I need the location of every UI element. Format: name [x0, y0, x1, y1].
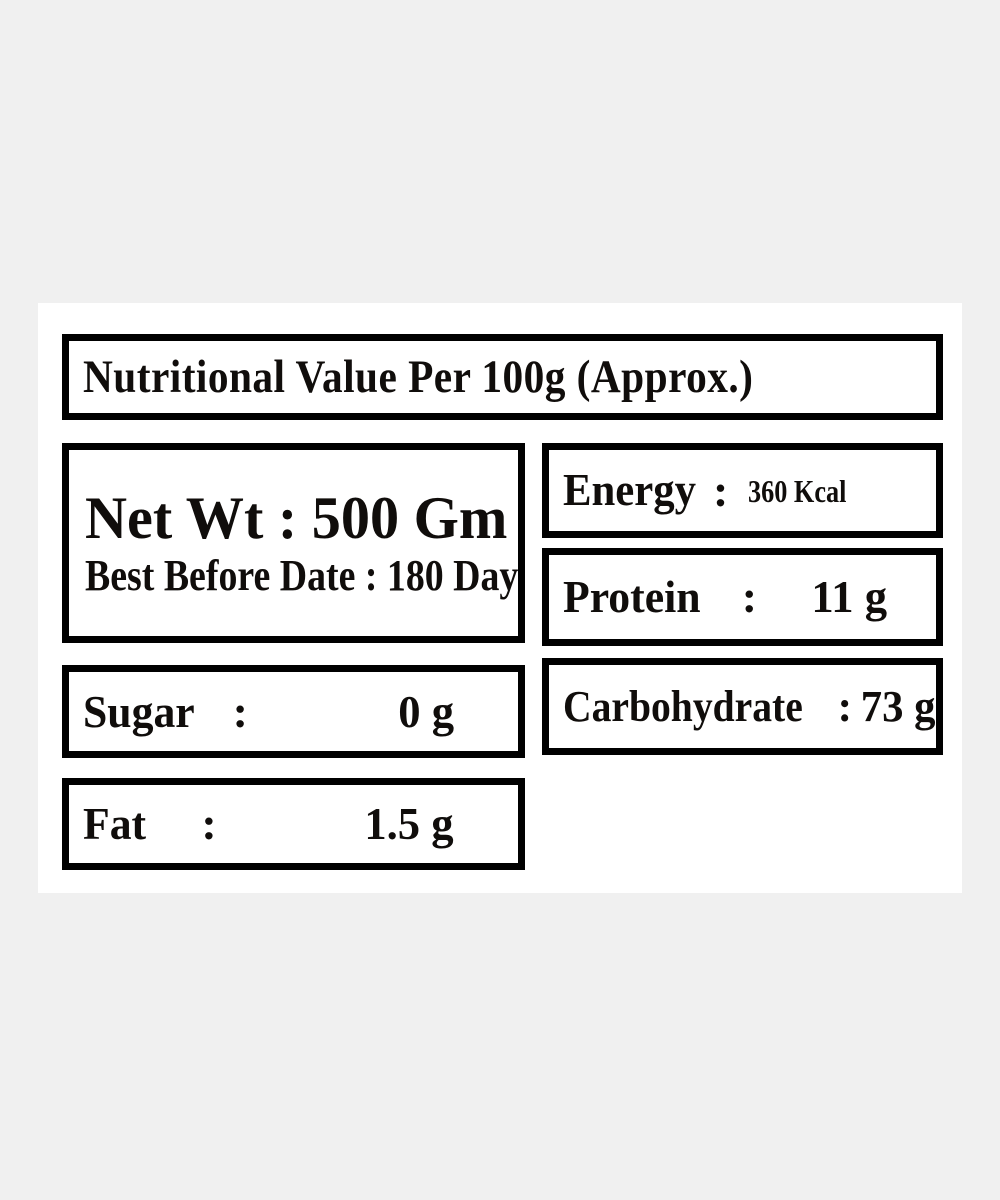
carbohydrate-row-box: Carbohydrate : 73 g	[542, 658, 943, 755]
fat-value: 1.5 g	[364, 798, 454, 849]
sugar-label: Sugar	[83, 685, 195, 737]
page-title: Nutritional Value Per 100g (Approx.)	[83, 350, 754, 403]
sugar-row-box: Sugar : 0 g	[62, 665, 525, 758]
carbohydrate-label: Carbohydrate	[563, 681, 803, 731]
protein-colon: :	[741, 571, 758, 622]
fat-row-box: Fat : 1.5 g	[62, 778, 525, 870]
fat-label: Fat	[83, 798, 147, 849]
sugar-value: 0 g	[397, 685, 454, 737]
nutrition-header-box: Nutritional Value Per 100g (Approx.)	[62, 334, 943, 420]
protein-row-box: Protein : 11 g	[542, 548, 943, 646]
net-weight-box: Net Wt : 500 Gm Best Before Date : 180 D…	[62, 443, 525, 643]
fat-colon: :	[201, 798, 217, 849]
sugar-colon: :	[232, 685, 248, 737]
energy-value: 360 Kcal	[748, 472, 847, 509]
net-weight-line: Net Wt : 500 Gm	[85, 485, 508, 551]
carbohydrate-value: 73 g	[860, 681, 936, 731]
protein-value: 11 g	[811, 571, 888, 622]
energy-row-box: Energy : 360 Kcal	[542, 443, 943, 538]
energy-label: Energy	[563, 465, 696, 515]
nutrition-label-panel: Nutritional Value Per 100g (Approx.) Net…	[38, 303, 962, 893]
energy-colon: :	[713, 464, 729, 516]
protein-label: Protein	[563, 571, 701, 622]
carbohydrate-colon: :	[837, 681, 853, 731]
best-before-date-line: Best Before Date : 180 Days	[85, 551, 525, 600]
